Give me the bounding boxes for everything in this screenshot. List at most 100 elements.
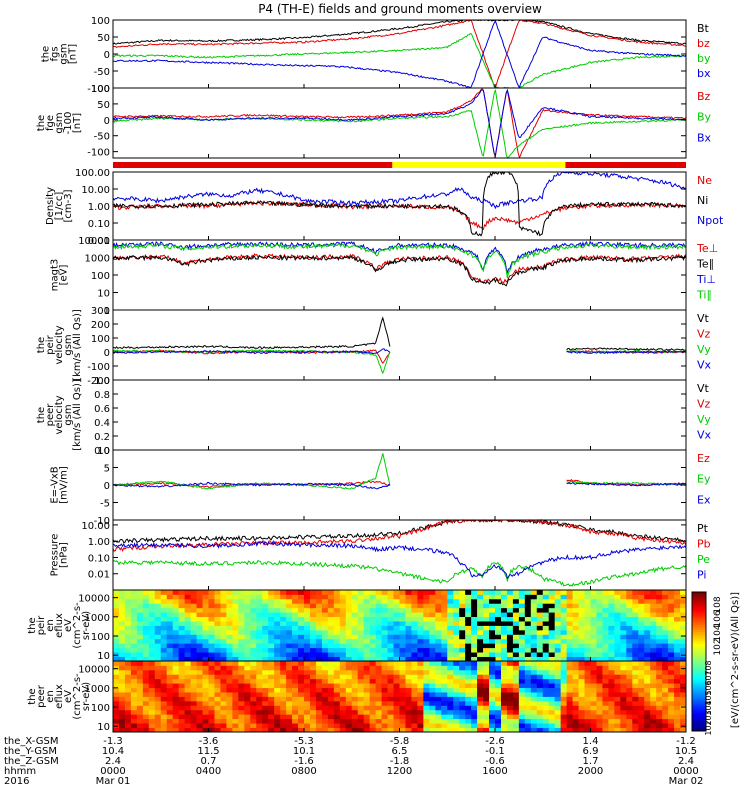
spectrogram-cell	[590, 683, 597, 689]
spectrogram-cell	[560, 683, 568, 689]
spectrogram-cell	[560, 607, 568, 613]
spectrogram-cell	[512, 723, 520, 728]
spectrogram-cell	[268, 647, 275, 653]
spectrogram-cell	[172, 661, 180, 666]
spectrogram-cell	[572, 590, 579, 595]
spectrogram-cell	[596, 647, 603, 653]
spectrogram-cell	[680, 625, 687, 631]
spectrogram-cell	[381, 661, 388, 666]
spectrogram-cell	[268, 687, 275, 693]
spectrogram-cell	[674, 723, 681, 728]
spectrogram-cell	[160, 598, 168, 604]
spectrogram-cell	[250, 687, 257, 693]
spectrogram-cell	[638, 598, 645, 604]
spectrogram-cell	[393, 705, 400, 711]
spectrogram-cell	[226, 683, 233, 689]
spectrogram-cell	[566, 661, 573, 666]
spectrogram-cell	[339, 727, 347, 733]
spectrogram-cell	[662, 612, 669, 618]
legend-entry: Ti∥	[696, 289, 712, 302]
spectrogram-cell	[417, 590, 424, 595]
spectrogram-cell	[506, 705, 514, 711]
spectrogram-cell	[178, 590, 186, 595]
spectrogram-cell	[238, 678, 245, 684]
y-tick-label: 0	[104, 348, 110, 359]
spectrogram-cell	[656, 598, 663, 604]
spectrogram-cell	[292, 714, 299, 720]
spectrogram-cell	[506, 594, 514, 600]
spectrogram-cell	[614, 607, 621, 613]
spectrogram-cell	[483, 652, 490, 657]
spectrogram-cell	[662, 696, 669, 702]
spectrogram-cell	[309, 718, 317, 724]
spectrogram-cell	[345, 652, 353, 657]
colorbar-step	[692, 629, 706, 632]
spectrogram-cell	[626, 665, 633, 671]
spectrogram-cell	[602, 696, 609, 702]
spectrogram-cell	[536, 652, 544, 657]
spectrogram-cell	[357, 603, 365, 609]
spectrogram-cell	[435, 718, 442, 724]
spectrogram-cell	[471, 714, 478, 720]
spectrogram-cell	[154, 696, 162, 702]
spectrogram-cell	[530, 607, 538, 613]
footer-value: -5.8	[390, 736, 410, 747]
spectrogram-cell	[387, 634, 394, 640]
spectrogram-cell	[160, 723, 168, 728]
series-Pt	[112, 518, 687, 544]
spectrogram-cell	[226, 669, 233, 675]
spectrogram-cell	[280, 709, 287, 715]
spectrogram-cell	[554, 643, 562, 649]
spectrogram-cell	[363, 629, 371, 635]
spectrogram-cell	[548, 594, 556, 600]
spectrogram-cell	[327, 705, 335, 711]
spectrogram-cell	[357, 656, 365, 662]
spectrogram-cell	[566, 629, 573, 635]
spectrogram-cell	[399, 607, 406, 613]
spectrogram-cell	[154, 727, 162, 733]
spectrogram-cell	[548, 656, 556, 662]
spectrogram-cell	[530, 723, 538, 728]
spectrogram-cell	[136, 616, 144, 622]
spectrogram-cell	[190, 678, 197, 684]
spectrogram-cell	[160, 683, 168, 689]
spectrogram-cell	[381, 643, 388, 649]
spectrogram-cell	[656, 643, 663, 649]
spectrogram-cell	[339, 603, 347, 609]
spectrogram-cell	[238, 590, 245, 595]
spectrogram-cell	[441, 621, 448, 626]
spectrogram-cell	[148, 656, 156, 662]
spectrogram-cell	[327, 594, 335, 600]
spectrogram-cell	[459, 665, 466, 671]
spectrogram-cell	[178, 700, 186, 706]
spectrogram-cell	[441, 656, 448, 662]
spectrogram-cell	[644, 643, 651, 649]
spectrogram-cell	[590, 634, 597, 640]
spectrogram-cell	[238, 723, 245, 728]
spectrogram-cell	[512, 674, 520, 680]
spectrogram-cell	[405, 700, 412, 706]
spectrogram-cell	[680, 700, 687, 706]
panel-frame-peer_velocity	[112, 379, 687, 451]
spectrogram-cell	[423, 669, 430, 675]
spectrogram-cell	[566, 603, 573, 609]
spectrogram-cell	[518, 665, 526, 671]
spectrogram-cell	[363, 647, 371, 653]
spectrogram-cell	[524, 705, 532, 711]
y-axis-label: eV	[63, 619, 74, 632]
spectrogram-cell	[650, 656, 657, 662]
spectrogram-cell	[602, 705, 609, 711]
y-axis-label: (cm^2-s-	[72, 673, 83, 720]
spectrogram-cell	[190, 638, 197, 644]
spectrogram-cell	[309, 669, 317, 675]
y-tick-label: -5	[100, 499, 110, 510]
spectrogram-cell	[441, 607, 448, 613]
spectrogram-cell	[512, 629, 520, 635]
spectrogram-cell	[232, 612, 239, 618]
spectrogram-cell	[351, 603, 359, 609]
spectrogram-cell	[333, 692, 341, 697]
spectrogram-cell	[399, 634, 406, 640]
spectrogram-cell	[632, 674, 639, 680]
spectrogram-cell	[238, 656, 245, 662]
spectrogram-cell	[524, 709, 532, 715]
